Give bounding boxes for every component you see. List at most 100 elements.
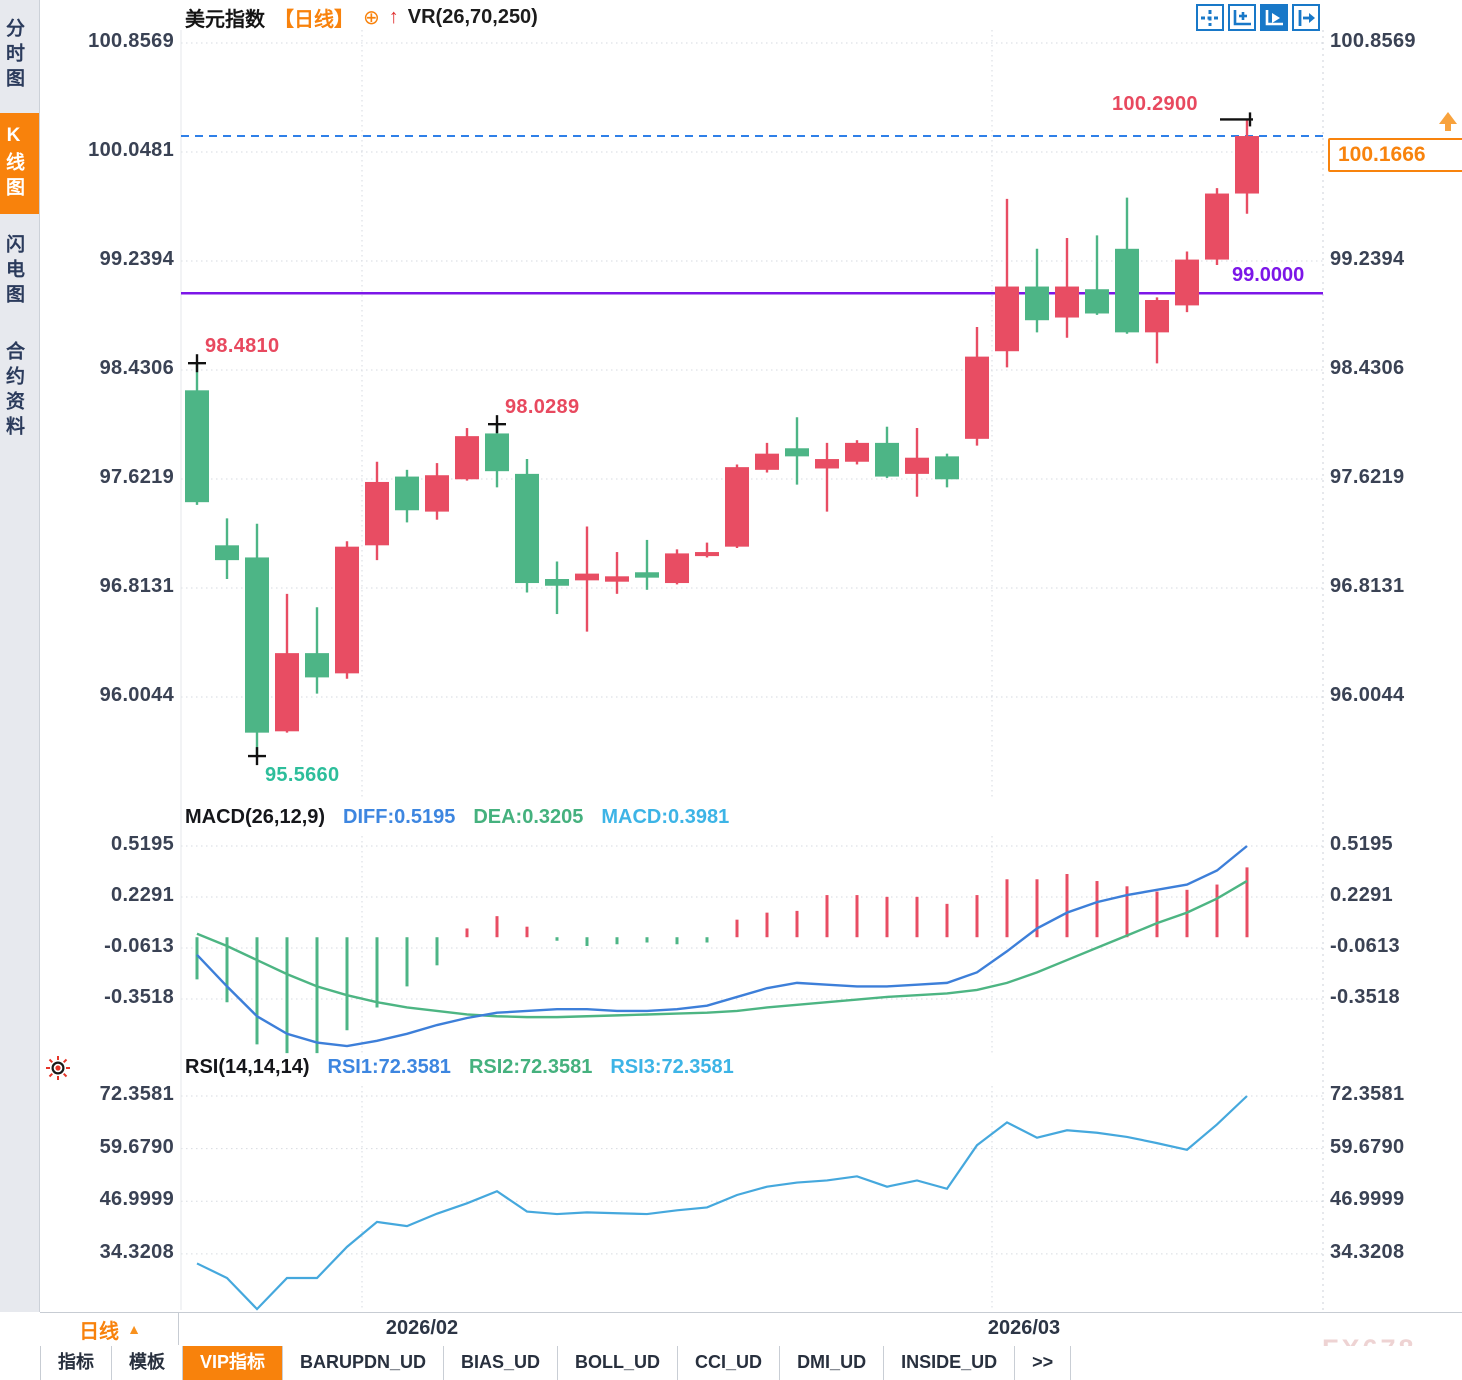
tab-dmi-ud[interactable]: DMI_UD (780, 1346, 885, 1380)
candle-body (755, 453, 779, 470)
y-axis-label: 96.8131 (1330, 575, 1405, 598)
y-axis-label: -0.3518 (1330, 986, 1400, 1008)
candle-body (545, 579, 569, 586)
candle-body (1145, 300, 1169, 333)
dea-line (196, 879, 1248, 1019)
candle-body (635, 572, 659, 578)
left-sidebar: 分时图 K线图 闪电图 合约资料 (0, 0, 40, 1312)
candle-body (215, 545, 239, 561)
candle-body (275, 653, 299, 732)
y-axis-label: -0.0613 (1330, 934, 1400, 957)
sidebar-tab-kline[interactable]: K线图 (0, 113, 39, 214)
y-axis-label: 100.8569 (1330, 30, 1416, 52)
candle-body (335, 546, 359, 674)
y-axis-label: 99.2394 (99, 248, 174, 270)
candle-body (785, 448, 809, 457)
candle-body (935, 456, 959, 480)
candle-body (1205, 193, 1229, 260)
price-annotation: 98.4810 (205, 335, 280, 358)
y-axis-label: 72.3581 (99, 1083, 174, 1105)
symbol-title: 美元指数 (185, 8, 265, 31)
candle-body (485, 433, 509, 472)
y-axis-label: 0.2291 (111, 883, 174, 906)
alert-sun-icon[interactable] (46, 1056, 70, 1080)
candle-body (1175, 259, 1199, 306)
period-selector-label: 日线 (79, 1320, 120, 1343)
candle-body (1085, 289, 1109, 314)
price-annotation: 98.0289 (505, 396, 580, 419)
sidebar-tab-contract-info[interactable]: 合约资料 (3, 341, 24, 441)
candle-body (455, 436, 479, 480)
macd-params-label: MACD(26,12,9) (185, 806, 326, 828)
candle-body (365, 481, 389, 546)
macd-dea-readout: DEA:0.3205 (473, 806, 584, 828)
y-axis-label: 34.3208 (99, 1240, 174, 1263)
candle-body (875, 442, 899, 477)
y-axis-label: 97.6219 (1330, 466, 1405, 488)
candle-body (1055, 286, 1079, 318)
tab-boll-ud[interactable]: BOLL_UD (558, 1346, 679, 1380)
tab-templates[interactable]: 模板 (112, 1346, 183, 1380)
y-axis-label: 100.8569 (88, 30, 174, 52)
sidebar-tab-lightning[interactable]: 闪电图 (3, 234, 24, 309)
tab-bias-ud[interactable]: BIAS_UD (444, 1346, 559, 1380)
y-axis-label: 59.6790 (99, 1135, 174, 1158)
chart-titlebar: 美元指数 【日线】 ⊕ ↑ VR(26,70,250) (185, 3, 538, 31)
y-axis-label: 0.2291 (1330, 883, 1393, 906)
jump-to-latest-icon[interactable] (1292, 4, 1320, 31)
current-price-tag: 100.1666 (1328, 138, 1462, 172)
candle-body (665, 553, 689, 584)
price-annotation: 95.5660 (265, 764, 340, 787)
y-axis-label: 0.5195 (1330, 833, 1393, 855)
period-selector-arrow-icon: ▲ (127, 1321, 141, 1337)
y-axis-label: 46.9999 (1330, 1188, 1405, 1211)
candle-body (725, 467, 749, 547)
rsi-line (196, 1095, 1248, 1311)
candle-body (815, 459, 839, 469)
rsi-header: RSI(14,14,14) RSI1:72.3581 RSI2:72.3581 … (185, 1056, 734, 1079)
candle-body (245, 557, 269, 733)
y-axis-label: 98.4306 (1330, 357, 1405, 380)
tab-cci-ud[interactable]: CCI_UD (678, 1346, 781, 1380)
y-axis-label: 96.0044 (99, 684, 174, 707)
tab-vip-indicators[interactable]: VIP指标 (183, 1346, 284, 1380)
y-axis-label: 46.9999 (99, 1188, 174, 1211)
candle-body (1115, 248, 1139, 333)
tab-more[interactable]: >> (1015, 1346, 1072, 1380)
move-crosshair-icon[interactable] (1196, 4, 1224, 31)
tab-indicators[interactable]: 指标 (41, 1346, 112, 1380)
support-line-label: 99.0000 (1232, 264, 1305, 286)
rsi3-readout: RSI3:72.3581 (610, 1056, 734, 1078)
rsi2-readout: RSI2:72.3581 (468, 1056, 593, 1078)
y-axis-label: 96.8131 (99, 575, 174, 598)
circle-plus-icon[interactable]: ⊕ (363, 6, 380, 29)
candle-body (1235, 136, 1259, 194)
y-axis-label: 34.3208 (1330, 1240, 1405, 1263)
candle-body (845, 442, 869, 462)
price-annotation: 100.2900 (1112, 93, 1198, 116)
y-axis-label: 96.0044 (1330, 684, 1405, 707)
y-axis-label: 98.4306 (99, 357, 174, 380)
candle-body (395, 476, 419, 511)
x-axis-strip: 日线 ▲ 2026/02 2026/03 (40, 1312, 1462, 1347)
period-selector[interactable]: 日线 ▲ (42, 1313, 179, 1345)
sidebar-tab-timeline[interactable]: 分时图 (3, 18, 24, 93)
candle-body (965, 356, 989, 439)
y-axis-label: 99.2394 (1330, 248, 1405, 270)
candle-body (185, 390, 209, 503)
macd-header: MACD(26,12,9) DIFF:0.5195 DEA:0.3205 MAC… (185, 806, 729, 829)
price-up-arrow-icon (1439, 112, 1457, 131)
candle-body (605, 576, 629, 582)
tab-inside-ud[interactable]: INSIDE_UD (884, 1346, 1016, 1380)
x-axis-month-label: 2026/02 (385, 1317, 459, 1339)
candle-body (1025, 286, 1049, 321)
tab-barupdn-ud[interactable]: BARUPDN_UD (283, 1346, 445, 1380)
auto-scroll-axis-icon[interactable] (1260, 4, 1288, 31)
y-axis-label: 72.3581 (1330, 1083, 1405, 1105)
y-axis-label: -0.3518 (104, 986, 174, 1008)
fit-horizontal-axis-icon[interactable] (1228, 4, 1256, 31)
